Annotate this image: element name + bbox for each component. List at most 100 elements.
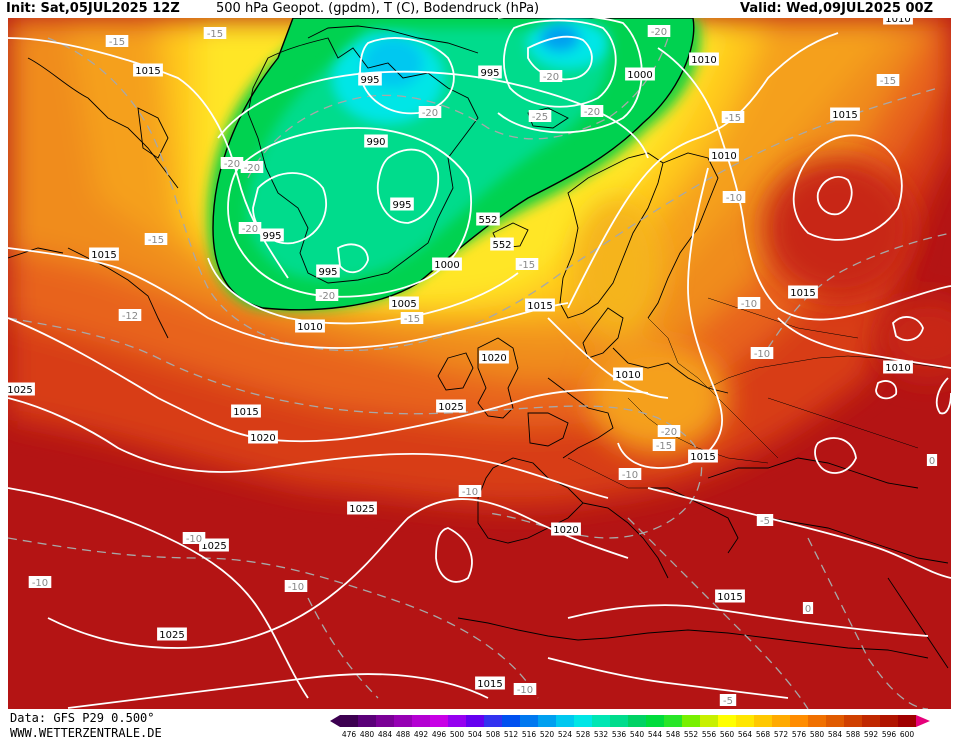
isobar-label-box xyxy=(133,63,163,77)
scale-tick-label: 480 xyxy=(359,730,375,739)
scale-tick-label: 544 xyxy=(647,730,663,739)
isobar-label: 1015 xyxy=(525,298,555,312)
isobar-label: 1015 xyxy=(231,404,261,418)
isobar-label: 1010 xyxy=(709,148,739,162)
isotherm-label: -15 xyxy=(515,258,539,271)
isobar-label-box xyxy=(157,627,187,641)
isobar-label-box xyxy=(389,296,419,310)
isobar-label: 1015 xyxy=(715,589,745,603)
isobar-label-box xyxy=(390,197,414,211)
isobar-label-text: 552 xyxy=(492,240,511,251)
scale-swatch xyxy=(484,715,502,727)
scale-swatch xyxy=(376,715,394,727)
isobar-label-box xyxy=(478,65,502,79)
isobar-label-text: 1020 xyxy=(481,353,506,364)
isobar-label: 552 xyxy=(476,212,500,226)
isobar-label: 1025 xyxy=(157,627,187,641)
isotherm-label-box xyxy=(528,110,552,122)
isobar-label-box xyxy=(625,67,655,81)
scale-right-arrow xyxy=(916,715,930,727)
scale-tick-label: 576 xyxy=(791,730,807,739)
isobar-label-text: 1010 xyxy=(885,18,910,25)
isobar-label-text: 1025 xyxy=(8,385,33,396)
scale-tick-label: 540 xyxy=(629,730,645,739)
isobar-label-box xyxy=(231,404,261,418)
isotherm-label-text: -10 xyxy=(741,299,757,310)
isobar-label-box xyxy=(688,449,718,463)
scale-tick-label: 488 xyxy=(395,730,411,739)
scale-tick-label: 584 xyxy=(827,730,843,739)
isotherm-label: -25 xyxy=(528,110,552,123)
scale-tick-label: 596 xyxy=(881,730,897,739)
isotherm-label-box xyxy=(513,683,537,695)
isotherm-label-text: -20 xyxy=(584,107,600,118)
isotherm-label-box xyxy=(580,105,604,117)
scale-swatch xyxy=(754,715,772,727)
isobar-label-text: 995 xyxy=(480,68,499,79)
isobar-label: 1025 xyxy=(8,382,35,396)
isobar-label-text: 995 xyxy=(262,231,281,242)
isobar-label-text: 1025 xyxy=(159,630,184,641)
scale-tick-label: 592 xyxy=(863,730,879,739)
scale-swatch xyxy=(826,715,844,727)
isobar-label: 995 xyxy=(358,72,382,86)
isotherm-label-text: -25 xyxy=(532,112,548,123)
scale-swatch xyxy=(898,715,916,727)
isotherm-label-text: -10 xyxy=(726,193,742,204)
isobar-label-text: 1015 xyxy=(717,592,742,603)
isotherm-label-text: -15 xyxy=(656,441,672,452)
isobar-label-box xyxy=(316,264,340,278)
isotherm-label: -10 xyxy=(513,683,537,696)
isobar-label-box xyxy=(883,360,913,374)
isotherm-label-box xyxy=(203,27,227,39)
isotherm-label: -15 xyxy=(144,233,168,246)
isotherm-label: -20 xyxy=(220,157,244,170)
scale-swatch xyxy=(394,715,412,727)
isotherm-label: -10 xyxy=(458,485,482,498)
isobar-label: 1020 xyxy=(479,350,509,364)
chart-title: 500 hPa Geopot. (gpdm), T (C), Bodendruc… xyxy=(216,1,540,16)
isotherm-label-text: -12 xyxy=(122,311,138,322)
isotherm-label: -15 xyxy=(652,439,676,452)
isobar-label-text: 1025 xyxy=(438,402,463,413)
isotherm-label: -20 xyxy=(238,222,262,235)
isotherm-label-box xyxy=(756,514,774,526)
isotherm-label-text: -10 xyxy=(186,534,202,545)
isobar-label-text: 1010 xyxy=(691,55,716,66)
isotherm-label-box xyxy=(240,161,264,173)
scale-tick-label: 552 xyxy=(683,730,699,739)
scale-tick-label: 548 xyxy=(665,730,681,739)
isotherm-label: -20 xyxy=(657,425,681,438)
coastlines xyxy=(8,25,949,669)
isotherm-label: -10 xyxy=(28,576,52,589)
scale-swatch xyxy=(772,715,790,727)
isobars xyxy=(8,18,951,709)
scale-swatch xyxy=(412,715,430,727)
scale-swatch xyxy=(610,715,628,727)
isobar-label: 1025 xyxy=(199,538,229,552)
isobar-label-box xyxy=(260,228,284,242)
isotherm-label-box xyxy=(400,312,424,324)
isotherm-label: -20 xyxy=(418,106,442,119)
isotherm-label-box xyxy=(284,580,308,592)
isobar-labels: 1015 995 995 1000 1010 1010 990 1015 1010 995 995 5… xyxy=(8,18,913,690)
init-time: Init: Sat,05JUL2025 12Z xyxy=(6,1,180,16)
isobar-label-text: 552 xyxy=(478,215,497,226)
isobar-label-box xyxy=(199,538,229,552)
scale-tick-label: 572 xyxy=(773,730,789,739)
isotherm-label-text: -20 xyxy=(543,72,559,83)
isotherm-label: -10 xyxy=(737,297,761,310)
isotherm-label-text: -20 xyxy=(319,291,335,302)
scale-tick-label: 484 xyxy=(377,730,393,739)
isobar-label-box xyxy=(479,350,509,364)
isobar-label-text: 1025 xyxy=(201,541,226,552)
scale-tick-label: 476 xyxy=(341,730,357,739)
isotherm-label-box xyxy=(220,157,244,169)
scale-tick-label: 568 xyxy=(755,730,771,739)
isotherm-label-box xyxy=(722,191,746,203)
isotherm-label-box xyxy=(657,425,681,437)
scale-swatch xyxy=(556,715,574,727)
data-source: Data: GFS P29 0.500° xyxy=(10,711,155,725)
isotherm-label-box xyxy=(750,347,774,359)
isotherm-label: -10 xyxy=(182,532,206,545)
